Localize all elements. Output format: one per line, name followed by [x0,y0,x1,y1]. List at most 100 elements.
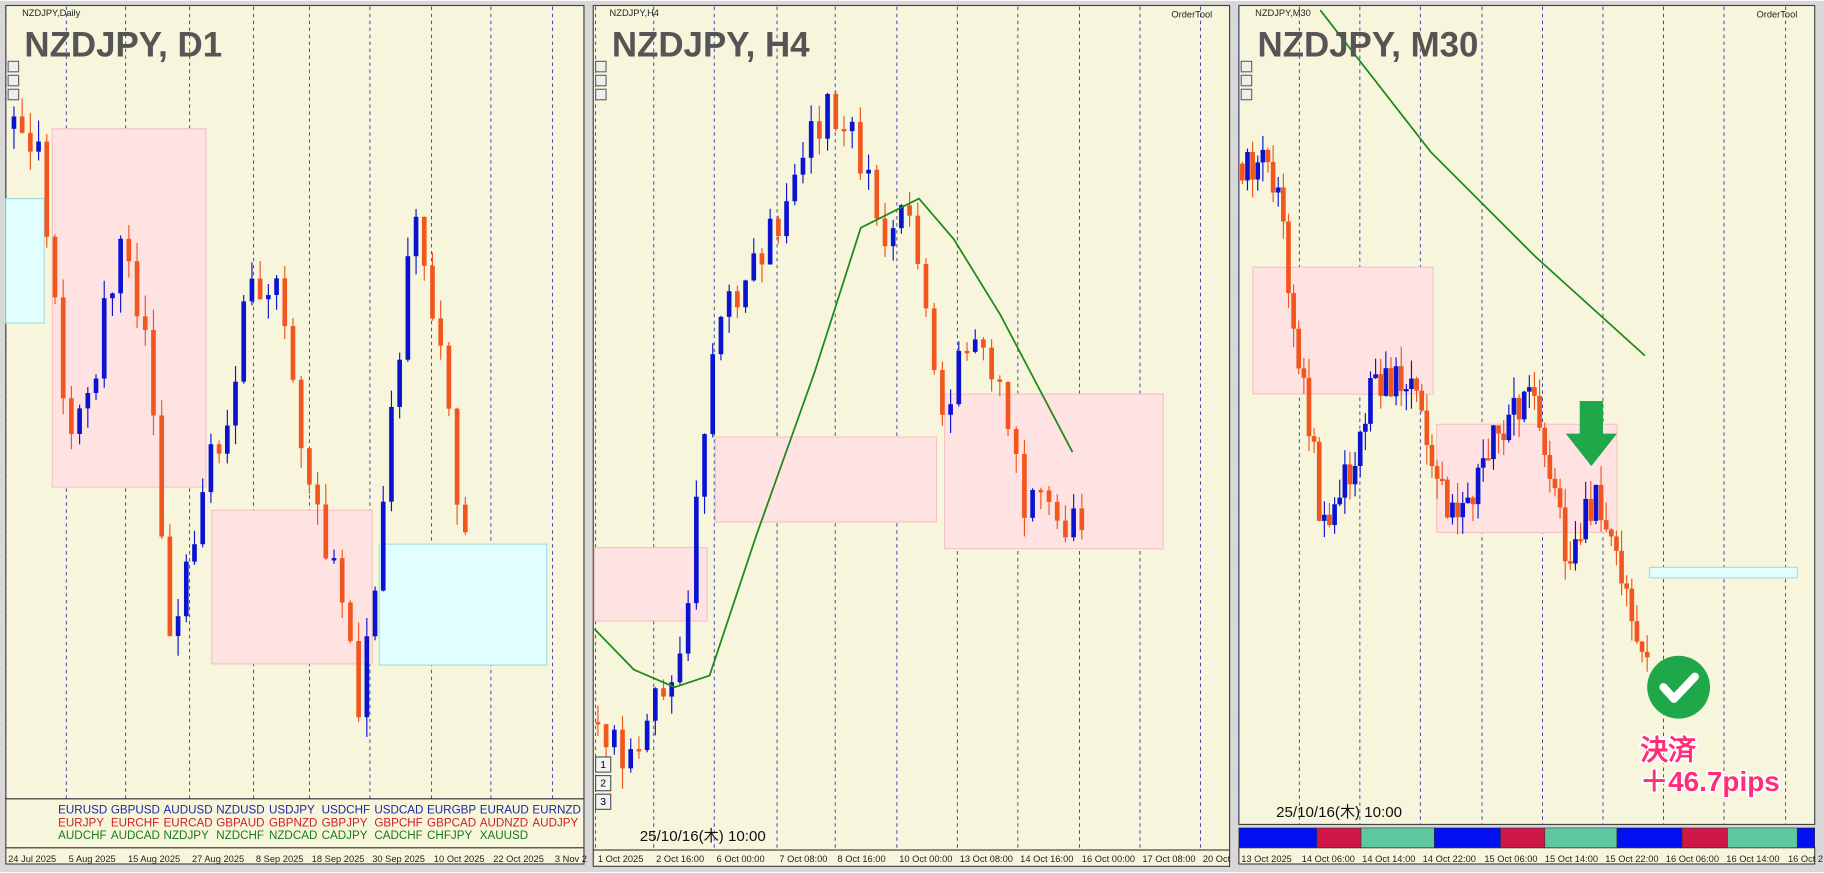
symbol-button[interactable]: NZDUSD [216,804,264,817]
side-button[interactable] [595,88,607,101]
symbol-button[interactable]: GBPJPY [322,816,368,829]
x-tick-label: 15 Oct 22:00 [1605,854,1658,864]
candle-body [69,398,74,434]
candle-body [931,308,937,371]
symbol-button[interactable]: AUDCHF [58,829,106,842]
candle-body [323,504,329,559]
candle-body [192,544,197,562]
candle-body [1368,378,1373,424]
symbol-button[interactable]: USDCHF [322,804,370,817]
candle-body [1491,425,1496,460]
side-button[interactable] [1240,88,1253,101]
candle-body [1398,366,1404,392]
candle-body [1608,529,1614,537]
symbol-button[interactable]: GBPUSD [111,804,160,817]
candle-body [1429,445,1435,467]
chart-title: NZDJPY, D1 [24,26,222,65]
symbol-button[interactable]: USDJPY [269,804,315,817]
number-button[interactable] [595,793,612,810]
candle-body [1578,539,1583,542]
candle-body [849,121,855,132]
candle-body [134,261,140,317]
side-button[interactable] [595,74,607,87]
symbol-button[interactable]: CADCHF [374,829,422,842]
candle-body [1250,151,1255,180]
candle-body [800,157,806,175]
candle-body [1363,423,1368,432]
symbol-button[interactable]: GBPCAD [427,816,476,829]
symbol-button[interactable]: EURCAD [164,816,213,829]
candle-body [298,379,304,449]
candle-body [1450,502,1455,518]
candle-body [1347,464,1353,485]
symbol-button[interactable]: GBPCHF [374,816,422,829]
symbol-button[interactable]: XAUUSD [480,829,528,842]
x-tick-label: 7 Oct 08:00 [779,854,827,864]
symbol-button[interactable]: NZDCHF [216,829,264,842]
symbol-button[interactable]: CADJPY [322,829,368,842]
candle-body [282,278,288,327]
candle-body [462,504,468,533]
candle-body [1286,221,1291,294]
candle-body [1240,163,1245,181]
symbol-button[interactable]: USDCAD [374,804,423,817]
candle-body [1327,514,1332,526]
x-tick-label: 15 Oct 14:00 [1545,854,1598,864]
number-button[interactable] [595,756,612,773]
side-button[interactable] [7,60,20,73]
x-tick-label: 22 Oct 2025 [493,854,544,864]
symbol-button[interactable]: AUDUSD [164,804,213,817]
side-button[interactable] [595,60,607,73]
candle-body [792,174,798,202]
candle-body [735,291,740,308]
candle-body [52,236,58,298]
candle-body [1506,414,1512,441]
session-bar [1544,827,1618,849]
number-button-label: 3 [600,797,606,808]
x-tick-label: 8 Sep 2025 [256,854,304,864]
candle-body [866,169,871,174]
candle-body [1475,467,1481,505]
candle-body [1542,427,1548,456]
symbol-button[interactable]: EURGBP [427,804,476,817]
candle-body [940,370,945,415]
side-button[interactable] [1240,74,1253,87]
candle-body [702,434,707,497]
symbol-button[interactable]: EURCHF [111,816,159,829]
x-tick-label: 14 Oct 14:00 [1362,854,1415,864]
candle-body [776,218,781,237]
symbol-button[interactable]: AUDNZD [480,816,528,829]
candle-body [233,381,238,426]
x-tick-label: 16 Oct 14:00 [1726,854,1779,864]
candle-body [77,408,82,434]
candle-body [142,316,148,330]
x-tick-label: 24 Jul 2025 [8,854,56,864]
candle-body [1342,464,1348,498]
symbol-button[interactable]: CHFJPY [427,829,472,842]
side-button[interactable] [7,74,20,87]
symbol-button[interactable]: EURAUD [480,804,529,817]
candle-body [11,116,17,129]
candle-body [454,408,460,505]
symbol-button[interactable]: EURNZD [532,804,580,817]
number-button[interactable] [595,775,612,792]
candle-body [923,263,929,309]
candle-body [1013,429,1019,454]
candle-body [1465,497,1471,504]
symbol-button[interactable]: AUDCAD [111,829,160,842]
candle-body [413,216,419,257]
symbol-button[interactable]: GBPAUD [216,816,264,829]
x-tick-label: 1 Oct 2025 [598,854,643,864]
candle-body [1038,489,1044,493]
side-button[interactable] [1240,60,1253,73]
symbol-button[interactable]: NZDJPY [164,829,209,842]
symbol-button[interactable]: AUDJPY [532,816,578,829]
x-tick-label: 13 Oct 2025 [1241,854,1292,864]
side-button[interactable] [7,88,20,101]
candle-body [1316,441,1322,521]
symbol-button[interactable]: EURUSD [58,804,107,817]
zone [211,509,373,665]
symbol-button[interactable]: NZDCAD [269,829,317,842]
symbol-button[interactable]: GBPNZD [269,816,317,829]
symbol-button[interactable]: EURJPY [58,816,104,829]
